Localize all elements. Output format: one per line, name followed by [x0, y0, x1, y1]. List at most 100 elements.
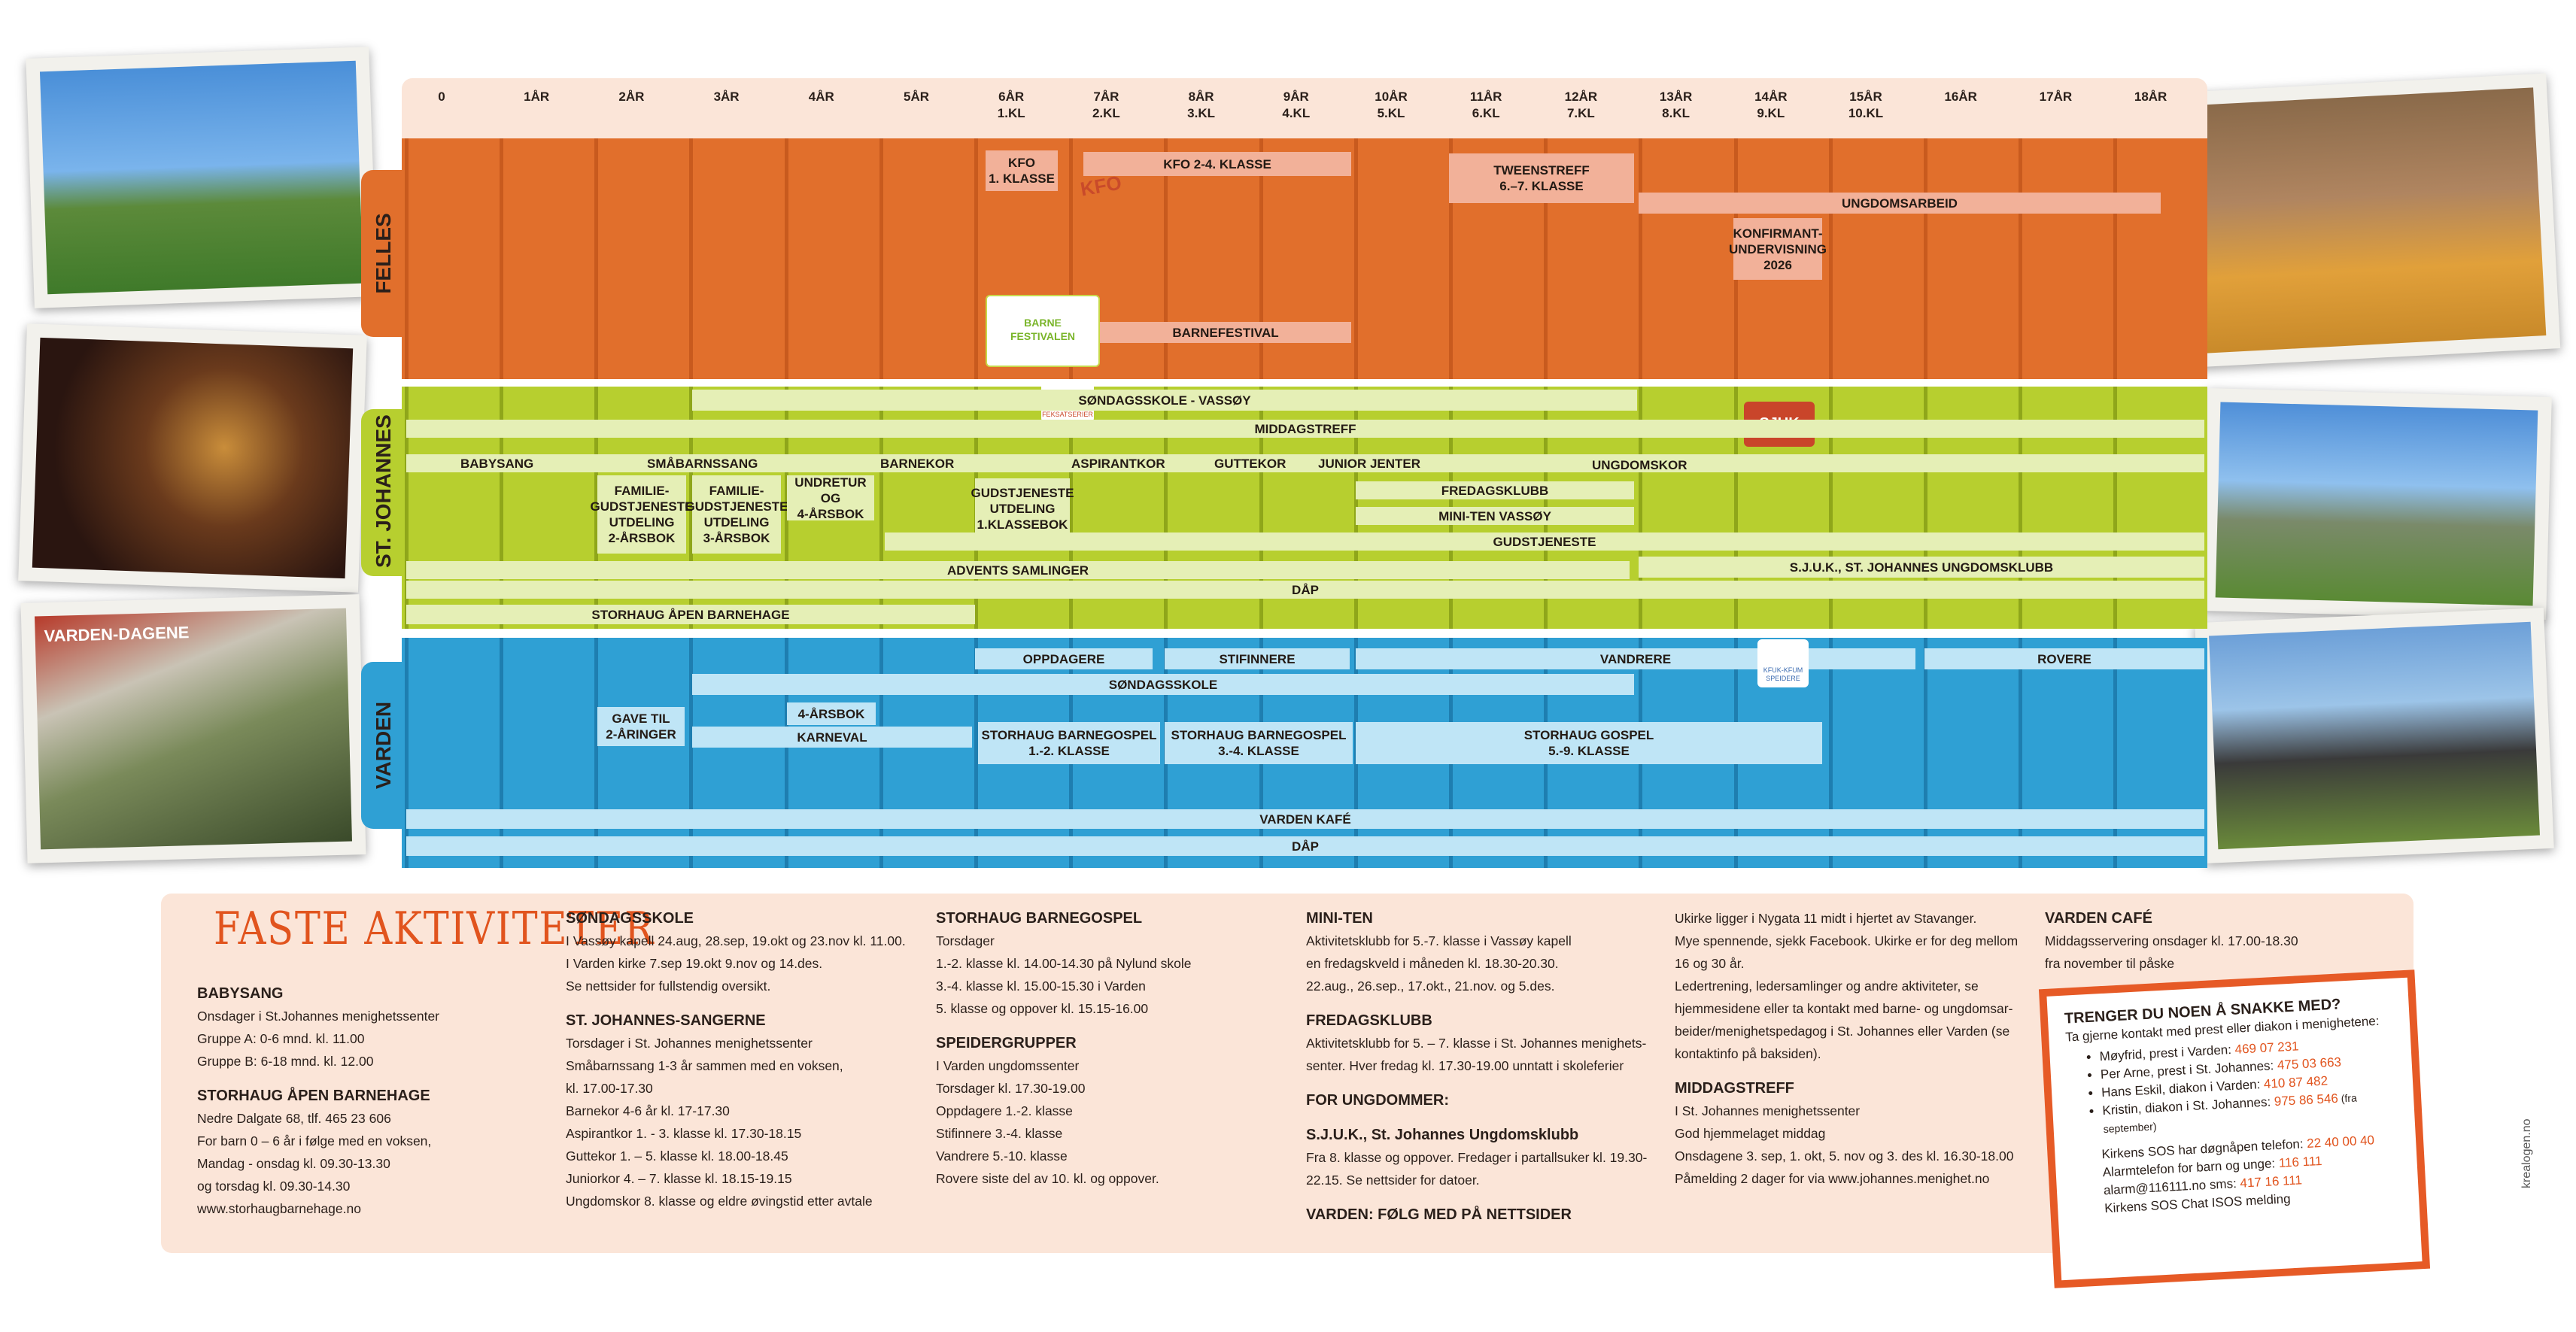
activity-vandrere: VANDRERE — [1356, 648, 1915, 669]
info-heading: BABYSANG — [197, 985, 284, 1002]
photo-scouts-group — [2195, 608, 2554, 863]
sos-contact-box: TRENGER DU NOEN Å SNAKKE MED? Ta gjerne … — [2038, 969, 2431, 1288]
felles-label: FELLES — [372, 213, 395, 294]
activity-4-arsbok: 4-ÅRSBOK — [787, 702, 876, 725]
activity-gave-2-aringer: GAVE TIL 2-ÅRINGER — [597, 707, 685, 746]
info-text: I Vassøy kapell 24.aug, 28.sep, 19.okt o… — [566, 933, 906, 994]
year-gridline — [2113, 387, 2118, 629]
activity-stifinnere: STIFINNERE — [1165, 648, 1350, 669]
photo-varden-dagene: VARDEN-DAGENE — [20, 594, 366, 863]
activity-kfo-2-4: KFO 2-4. KLASSE — [1083, 152, 1351, 176]
activity-familiegudstjeneste-2: FAMILIE- GUDSTJENESTE UTDELING 2-ÅRSBOK — [591, 475, 694, 554]
activity-barnefestival: BARNEFESTIVAL — [1100, 322, 1351, 343]
year-gridline — [594, 638, 599, 868]
activity-familiegudstjeneste-3: FAMILIE- GUDSTJENESTE UTDELING 3-ÅRSBOK — [685, 475, 788, 554]
age-ruler — [402, 78, 2207, 138]
activity-barnegospel-1-2: STORHAUG BARNEGOSPEL 1.-2. KLASSE — [978, 722, 1160, 764]
photo-youth-hall — [2179, 73, 2561, 368]
photo-church-outdoor — [2201, 388, 2552, 620]
age-label: 11ÅR 6.KL — [1469, 90, 1502, 120]
fixed-activities-title: FASTE AKTIVITETER — [214, 903, 655, 955]
year-gridline — [2113, 638, 2118, 868]
activity-rovere: ROVERE — [1924, 648, 2204, 669]
johannes-label: ST. JOHANNES — [372, 414, 395, 568]
info-heading: FREDAGSKLUBB — [1306, 1012, 1432, 1029]
activity-tweenstreff: TWEENSTREFF 6.–7. KLASSE — [1449, 153, 1634, 203]
label-guttekor: GUTTEKOR — [1214, 457, 1286, 471]
year-gridline — [2019, 638, 2023, 868]
activity-barnegospel-3-4: STORHAUG BARNEGOSPEL 3.-4. KLASSE — [1165, 722, 1353, 764]
year-gridline — [1069, 387, 1074, 629]
sos-line-2-value[interactable]: 116 111 — [2278, 1153, 2322, 1170]
sos-line-3-value[interactable]: 417 16 111 — [2239, 1173, 2303, 1191]
info-text: I St. Johannes menighetssenter God hjemm… — [1675, 1103, 2014, 1186]
year-gridline — [404, 387, 409, 629]
age-label: 18ÅR — [2134, 90, 2167, 104]
info-text: Torsdager 1.-2. klasse kl. 14.00-14.30 p… — [936, 933, 1192, 1016]
credit-text: krealogen.no — [2520, 1118, 2533, 1188]
info-heading: FOR UNGDOMMER: — [1306, 1092, 1449, 1109]
year-gridline — [594, 138, 599, 379]
age-label: 6ÅR 1.KL — [997, 90, 1025, 120]
activity-oppdagere: OPPDAGERE — [975, 648, 1153, 669]
photo-caption: VARDEN-DAGENE — [44, 623, 190, 646]
age-label: 7ÅR 2.KL — [1092, 90, 1120, 120]
kfo-logo-icon: KFO — [1074, 143, 1142, 209]
activity-middagstreff: MIDDAGSTREFF — [406, 420, 2204, 438]
year-gridline — [689, 638, 694, 868]
info-text: Middagsservering onsdager kl. 17.00-18.3… — [2045, 933, 2298, 971]
activity-advents-samlinger: ADVENTS SAMLINGER — [406, 561, 1630, 579]
year-gridline — [784, 387, 788, 629]
activity-sondagsskole-varden: SØNDAGSSKOLE — [692, 674, 1634, 695]
year-gridline — [1924, 638, 1927, 868]
sos-contact-phone[interactable]: 975 86 546 — [2274, 1091, 2339, 1109]
info-text: Nedre Dalgate 68, tlf. 465 23 606 For ba… — [197, 1111, 432, 1216]
sos-contact-phone[interactable]: 475 03 663 — [2277, 1054, 2342, 1073]
year-gridline — [1828, 387, 1833, 629]
year-gridline — [2113, 138, 2118, 379]
year-gridline — [1924, 387, 1927, 629]
age-label: 12ÅR 7.KL — [1564, 90, 1598, 120]
activity-gudstjeneste: GUDSTJENESTE — [885, 532, 2204, 551]
info-heading: MIDDAGSTREFF — [1675, 1080, 1794, 1097]
info-text: Torsdager i St. Johannes menighetssenter… — [566, 1036, 873, 1209]
year-gridline — [1449, 138, 1453, 379]
info-text: Fra 8. klasse og oppover. Fredager i par… — [1306, 1150, 1648, 1188]
info-heading: S.J.U.K., St. Johannes Ungdomsklubb — [1306, 1127, 1579, 1143]
year-gridline — [784, 138, 788, 379]
label-babysang: BABYSANG — [460, 457, 534, 471]
year-gridline — [1639, 387, 1643, 629]
fixed-activities-panel — [161, 894, 2413, 1253]
year-gridline — [1259, 387, 1263, 629]
year-gridline — [1164, 138, 1168, 379]
label-barnekor: BARNEKOR — [880, 457, 955, 471]
info-text: Aktivitetsklubb for 5.-7. klasse i Vassø… — [1306, 933, 1572, 994]
kfuk-kfum-logo-text: KFUK-KFUM SPEIDERE — [1763, 666, 1803, 682]
activity-sjuk: S.J.U.K., ST. JOHANNES UNGDOMSKLUBB — [1639, 557, 2204, 578]
year-gridline — [2019, 138, 2023, 379]
year-gridline — [2019, 387, 2023, 629]
year-gridline — [1924, 138, 1927, 379]
sos-line-1-value[interactable]: 22 40 00 40 — [2306, 1133, 2375, 1151]
age-label: 10ÅR 5.KL — [1375, 90, 1408, 120]
label-ungdomskor: UNGDOMSKOR — [1592, 458, 1687, 472]
info-heading: STORHAUG BARNEGOSPEL — [936, 910, 1143, 927]
age-label: 0 — [438, 90, 445, 104]
activity-karneval: KARNEVAL — [692, 727, 972, 748]
info-column-1: BABYSANG Onsdager i St.Johannes menighets… — [197, 982, 543, 1232]
age-label: 2ÅR — [618, 90, 645, 104]
year-gridline — [784, 638, 788, 868]
year-gridline — [1733, 387, 1738, 629]
year-gridline — [1639, 138, 1643, 379]
photo-children-jumping — [26, 47, 378, 308]
year-gridline — [974, 138, 978, 379]
year-gridline — [974, 638, 978, 868]
year-gridline — [1828, 138, 1833, 379]
sos-contact-phone[interactable]: 469 07 231 — [2234, 1039, 2300, 1057]
age-label: 9ÅR 4.KL — [1282, 90, 1311, 120]
year-gridline — [1828, 638, 1833, 868]
age-label: 4ÅR — [808, 90, 834, 104]
info-text: Onsdager i St.Johannes menighetssenter G… — [197, 1009, 439, 1069]
sos-contact-phone[interactable]: 410 87 482 — [2263, 1073, 2328, 1091]
activity-varden-kafe: VARDEN KAFÉ — [406, 809, 2204, 829]
